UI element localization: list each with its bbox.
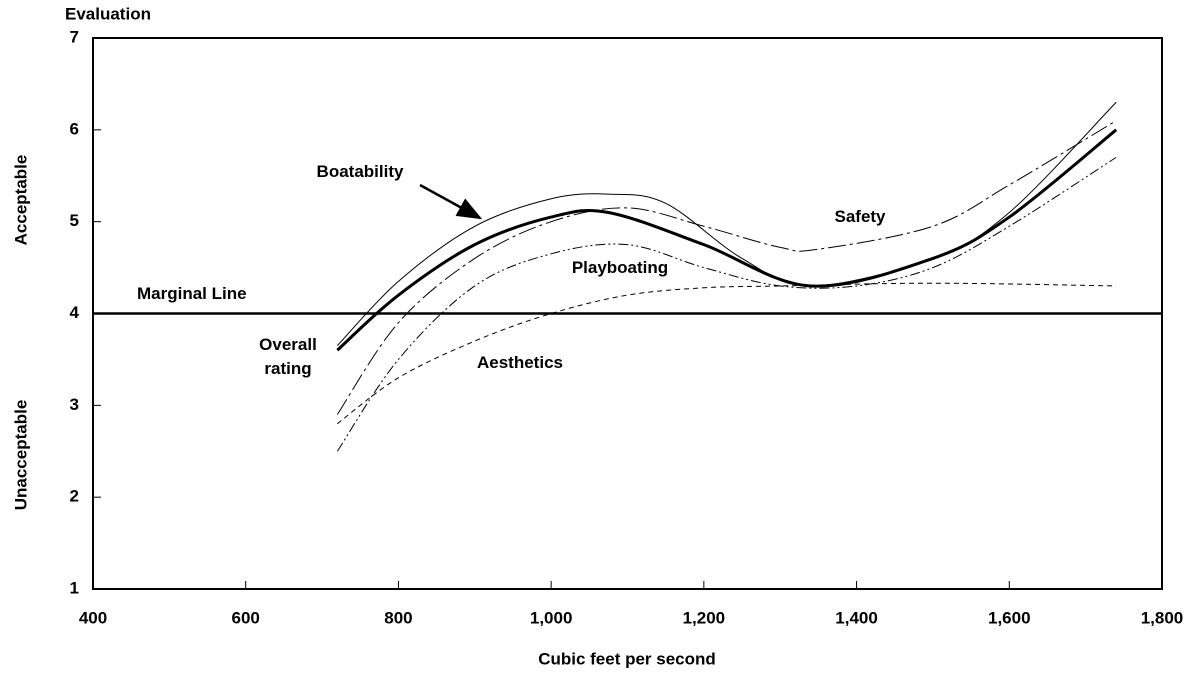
x-tick-label: 400 — [79, 608, 107, 627]
series-label: Overall rating — [259, 335, 317, 378]
y-tick-label: 3 — [70, 395, 79, 414]
y-tick-label: 7 — [70, 27, 79, 46]
y-tick-label: 6 — [70, 119, 79, 138]
series-label: Aesthetics — [477, 353, 563, 372]
series-label: Safety — [834, 207, 886, 226]
y-tick-label: 5 — [70, 211, 79, 230]
y-tick-label: 1 — [70, 578, 79, 597]
x-tick-label: 600 — [232, 608, 260, 627]
x-tick-label: 1,800 — [1141, 608, 1184, 627]
band-label: Unacceptable — [11, 400, 30, 511]
x-tick-label: 1,200 — [683, 608, 726, 627]
series-line — [336, 156, 1117, 452]
x-axis-title: Cubic feet per second — [538, 649, 716, 668]
y-tick-label: 4 — [70, 303, 80, 322]
reference-label: Marginal Line — [137, 284, 247, 303]
band-label: Acceptable — [11, 155, 30, 246]
series-line — [336, 120, 1117, 415]
x-tick-label: 800 — [384, 608, 412, 627]
series-label: Boatability — [316, 162, 404, 181]
x-tick-label: 1,400 — [835, 608, 878, 627]
y-axis-title: Evaluation — [65, 4, 151, 23]
series-line — [337, 282, 1117, 425]
series-label: Playboating — [571, 258, 669, 277]
x-tick-label: 1,000 — [530, 608, 573, 627]
series-line — [336, 128, 1118, 352]
y-tick-label: 2 — [70, 487, 79, 506]
annotation-arrow — [419, 183, 483, 220]
x-tick-label: 1,600 — [988, 608, 1031, 627]
